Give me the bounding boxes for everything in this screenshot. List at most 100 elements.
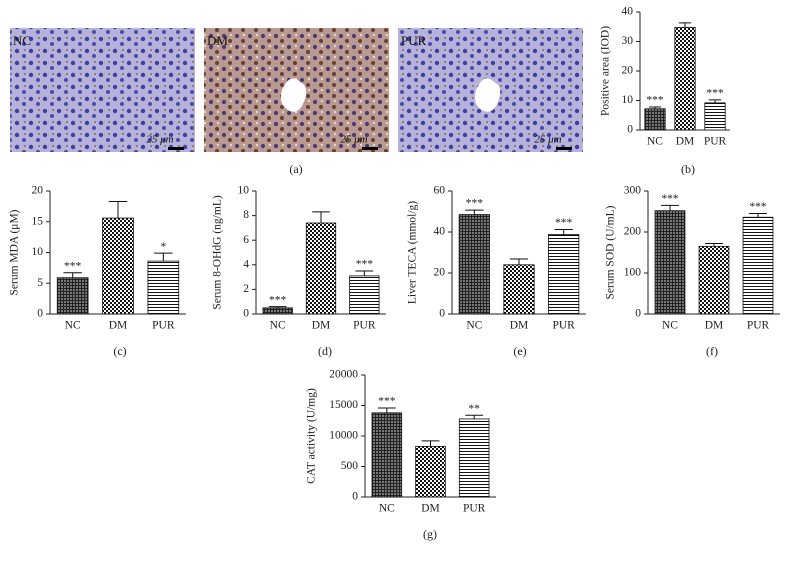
x-tick-label: DM [109,320,128,332]
bar [548,234,580,315]
y-tick-label: 15 [32,215,44,227]
micrograph [10,28,195,152]
bar [698,245,730,315]
y-tick-label: 2 [243,283,249,295]
bar [674,26,696,131]
error-bar [554,229,573,235]
error-bar [63,272,82,278]
x-tick-label: NC [662,320,678,332]
significance: * [160,241,166,253]
bar [644,108,666,131]
y-tick-label: 300 [624,185,642,197]
error-bar [509,258,529,265]
scale-bar [362,147,378,150]
y-tick-label: 20 [32,185,44,197]
error-bar [377,407,396,413]
x-tick-label: PUR [704,136,727,148]
significance: *** [646,95,664,107]
micrograph-label: PUR [401,33,427,48]
x-tick-label: PUR [552,320,575,332]
y-tick-label: 10 [238,185,250,197]
error-bar [355,270,374,276]
y-tick-label: 20 [622,65,634,77]
x-tick-label: PUR [747,320,770,332]
error-bar [268,306,287,308]
y-tick-label: 20000 [329,369,358,381]
caption: (a) [289,162,302,176]
y-tick-label: 0 [243,308,249,320]
x-tick-label: PUR [463,503,486,515]
y-tick-label: 20 [434,267,446,279]
error-bar [749,213,767,218]
y-tick-label: 0 [439,308,445,320]
y-tick-label: 200 [624,226,642,238]
y-tick-label: 8 [243,209,249,221]
significance: *** [466,198,484,210]
error-bar [154,252,173,262]
y-axis-label: Liver TECA (mmol/g) [407,201,419,304]
y-tick-label: 40 [622,6,634,18]
caption: (g) [423,527,437,541]
scale-bar [556,147,572,150]
caption: (e) [513,344,526,358]
scale-bar-label: 25 μm [146,134,173,146]
y-tick-label: 15000 [329,399,358,411]
y-axis-label: Positive area (IOD) [600,26,612,116]
x-tick-label: PUR [152,320,175,332]
error-bar [705,242,723,247]
vessel [280,78,307,112]
error-bar [312,211,330,223]
x-tick-label: DM [421,503,440,515]
bar [147,260,180,315]
bar [305,222,337,315]
significance: *** [356,259,374,271]
y-tick-label: 6 [243,234,249,246]
micrographs: NC 25 μm DM 25 μm PUR 25 μm [10,28,583,152]
significance: *** [64,260,82,272]
significance: *** [706,88,724,100]
error-bar [465,209,484,215]
y-axis-label: Serum 8-OHdG (ng/mL) [212,195,224,310]
x-tick-label: NC [466,320,482,332]
error-bar [708,99,722,103]
bar [704,102,726,131]
y-tick-label: 10000 [329,430,358,442]
bar [742,216,774,315]
error-bar [648,106,662,109]
scale-bar-label: 25 μm [340,134,367,146]
x-tick-label: NC [379,503,395,515]
bar [415,445,446,498]
x-tick-label: PUR [353,320,376,332]
caption: (d) [318,344,332,358]
error-bar [678,22,692,28]
significance: *** [269,294,287,306]
y-axis-label: Serum MDA (μM) [9,209,21,295]
caption: (b) [681,162,695,176]
y-axis-label: CAT activity (U/mg) [306,388,318,484]
y-tick-label: 60 [434,185,446,197]
bar [458,418,490,498]
scale-bar [168,147,184,150]
scale-bar-label: 25 μm [534,134,561,146]
bar [371,412,403,498]
micrograph-label: NC [13,33,31,48]
significance: ** [468,403,480,415]
y-tick-label: 0 [37,308,43,320]
error-bar [661,204,679,211]
error-bar [465,414,484,419]
micrograph-label: DM [207,33,228,48]
x-tick-label: NC [647,136,663,148]
y-axis-label: Serum SOD (U/mL) [605,205,617,299]
bar [503,264,535,315]
significance: *** [661,193,679,205]
vessel [474,78,501,112]
bar [654,210,686,315]
bar [349,275,380,315]
y-tick-label: 500 [341,460,359,472]
bar [56,277,89,315]
significance: *** [555,217,573,229]
x-tick-label: DM [705,320,724,332]
y-tick-label: 10 [622,94,634,106]
y-tick-label: 100 [624,267,642,279]
